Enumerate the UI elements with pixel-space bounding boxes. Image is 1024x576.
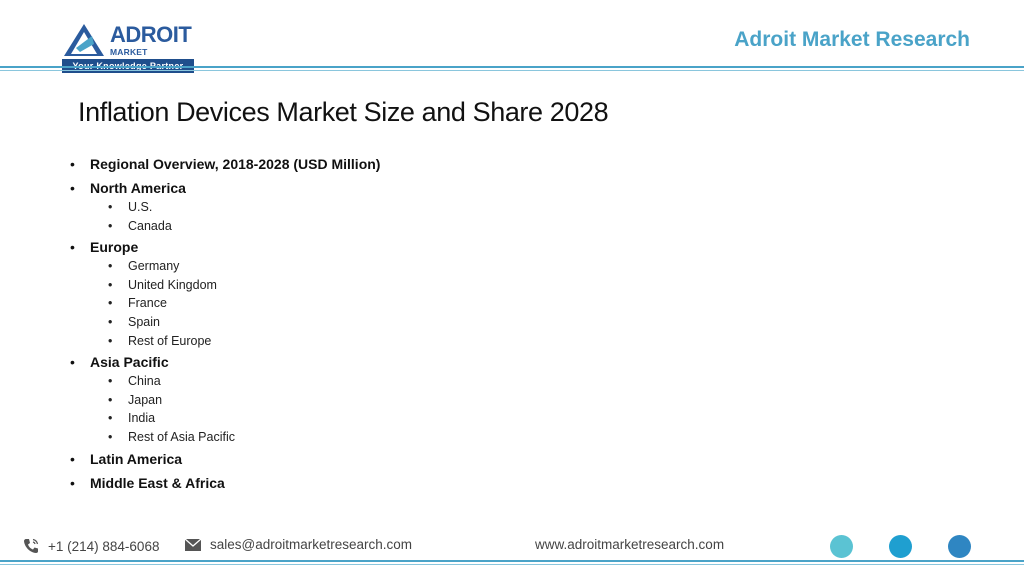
country-item: Germany bbox=[90, 257, 570, 276]
country-item: Rest of Asia Pacific bbox=[90, 428, 570, 447]
footer: +1 (214) 884-6068 sales@adroitmarketrese… bbox=[0, 537, 1024, 557]
country-item: Canada bbox=[90, 217, 570, 236]
region-item: North America U.S.Canada bbox=[70, 180, 570, 235]
header-divider-thin bbox=[0, 70, 1024, 71]
header-brand: Adroit Market Research bbox=[734, 28, 970, 51]
country-list: GermanyUnited KingdomFranceSpainRest of … bbox=[90, 257, 570, 350]
country-item: U.S. bbox=[90, 198, 570, 217]
region-label: Europe bbox=[90, 239, 139, 256]
country-item: India bbox=[90, 409, 570, 428]
footer-phone: +1 (214) 884-6068 bbox=[22, 537, 159, 555]
region-label: North America bbox=[90, 180, 186, 196]
email-link[interactable]: sales@adroitmarketresearch.com bbox=[210, 537, 413, 552]
mail-icon bbox=[184, 538, 202, 551]
region-item: Asia PacificChinaJapanIndiaRest of Asia … bbox=[70, 354, 570, 446]
country-item: Spain bbox=[90, 313, 570, 332]
phone-icon bbox=[24, 538, 39, 553]
country-item: United Kingdom bbox=[90, 276, 570, 295]
country-list: ChinaJapanIndiaRest of Asia Pacific bbox=[90, 372, 570, 446]
phone-number[interactable]: +1 (214) 884-6068 bbox=[48, 538, 160, 554]
region-label: Asia Pacific bbox=[90, 354, 169, 371]
region-item: Regional Overview, 2018-2028 (USD Millio… bbox=[70, 156, 570, 172]
region-label: Latin America bbox=[90, 450, 183, 467]
logo-brand: ADROIT bbox=[110, 22, 192, 47]
country-item: France bbox=[90, 294, 570, 313]
country-list: U.S.Canada bbox=[90, 198, 570, 235]
region-item: Latin America bbox=[70, 451, 570, 467]
region-label: Middle East & Africa bbox=[90, 474, 225, 491]
decorative-dot-1 bbox=[830, 535, 853, 558]
decorative-dot-2 bbox=[889, 535, 912, 558]
country-item: Japan bbox=[90, 391, 570, 410]
logo-triangle-icon bbox=[64, 24, 104, 56]
country-item: China bbox=[90, 372, 570, 391]
footer-divider-thin bbox=[0, 564, 1024, 565]
region-label: Regional Overview, 2018-2028 (USD Millio… bbox=[90, 156, 381, 172]
country-item: Rest of Europe bbox=[90, 332, 570, 351]
website-link[interactable]: www.adroitmarketresearch.com bbox=[535, 537, 725, 552]
region-item: EuropeGermanyUnited KingdomFranceSpainRe… bbox=[70, 239, 570, 350]
region-item: Middle East & Africa bbox=[70, 475, 570, 491]
region-list: Regional Overview, 2018-2028 (USD Millio… bbox=[70, 156, 570, 499]
header-divider bbox=[0, 66, 1024, 68]
footer-website: www.adroitmarketresearch.com bbox=[535, 537, 724, 552]
decorative-dot-3 bbox=[948, 535, 971, 558]
footer-divider bbox=[0, 560, 1024, 562]
page-title: Inflation Devices Market Size and Share … bbox=[78, 97, 609, 127]
footer-email: sales@adroitmarketresearch.com bbox=[184, 537, 412, 552]
